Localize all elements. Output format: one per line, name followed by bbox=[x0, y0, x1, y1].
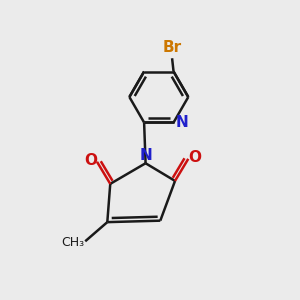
Text: N: N bbox=[176, 115, 188, 130]
Text: CH₃: CH₃ bbox=[61, 236, 84, 249]
Text: Br: Br bbox=[163, 40, 182, 55]
Text: O: O bbox=[188, 150, 201, 165]
Text: N: N bbox=[140, 148, 152, 164]
Text: O: O bbox=[84, 153, 97, 168]
